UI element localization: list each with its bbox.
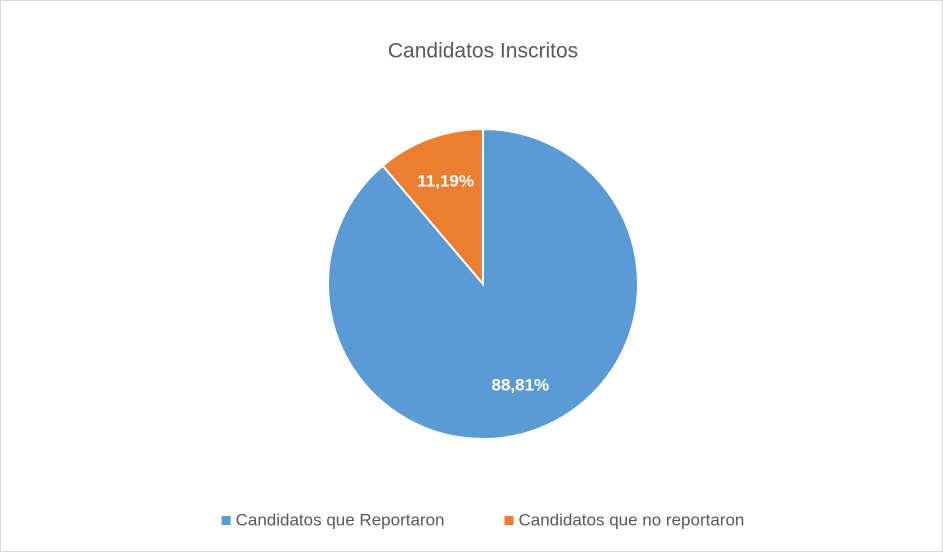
chart-title: Candidatos Inscritos — [388, 40, 578, 63]
data-label: 11,19% — [417, 172, 474, 191]
legend-label: Candidatos que Reportaron — [236, 510, 445, 529]
pie-slice — [381, 127, 484, 287]
legend-swatch — [504, 516, 514, 525]
legend-swatch — [221, 516, 231, 525]
legend-label: Candidatos que no reportaron — [518, 510, 744, 529]
data-label: 88,81% — [492, 375, 550, 394]
